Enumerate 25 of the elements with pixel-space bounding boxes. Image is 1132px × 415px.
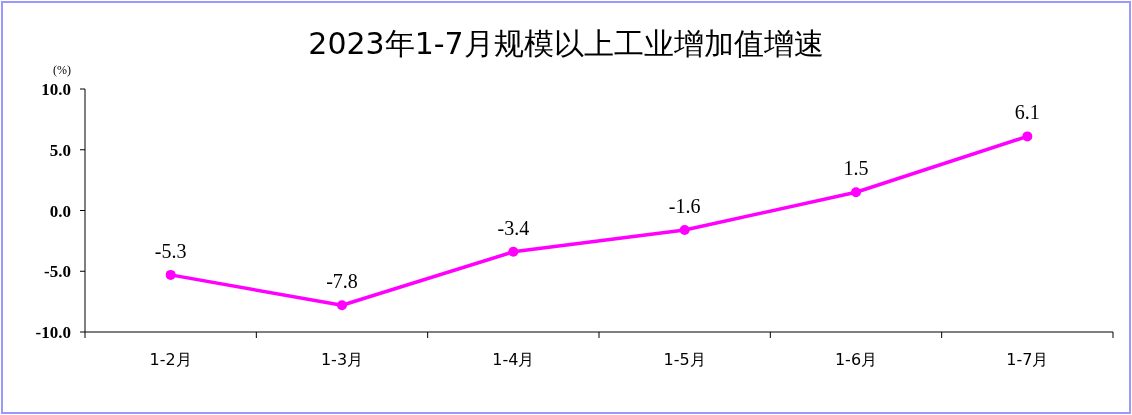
y-tick-label: 0.0: [49, 201, 71, 221]
y-tick-label: 10.0: [41, 80, 71, 99]
x-tick-label: 1-6月: [834, 350, 878, 369]
point: [1022, 131, 1033, 142]
y-tick-label: -10.0: [35, 323, 71, 342]
x-tick-label: 1-3月: [320, 350, 364, 369]
chart-title: 2023年1-7月规模以上工业增加值增速: [308, 26, 824, 61]
y-tick-label: 5.0: [49, 140, 71, 160]
x-tick-label: 1-2月: [149, 350, 192, 369]
x-tick-label: 1-7月: [1006, 350, 1049, 369]
data-label: -3.4: [497, 216, 530, 239]
data-label: -7.8: [326, 270, 358, 293]
point: [508, 246, 519, 257]
point: [337, 300, 347, 311]
point: [165, 269, 176, 280]
x-tick-label: 1-4月: [492, 350, 535, 369]
data-label: -1.6: [668, 194, 701, 217]
point: [679, 224, 690, 235]
y-axis-title: (%): [53, 63, 71, 77]
data-label: -5.3: [154, 239, 187, 262]
data-label: 1.5: [843, 157, 869, 180]
y-tick-label: -5.0: [44, 262, 71, 282]
point: [851, 187, 861, 198]
data-label: 6.1: [1014, 101, 1040, 124]
x-tick-label: 1-5月: [663, 350, 706, 369]
